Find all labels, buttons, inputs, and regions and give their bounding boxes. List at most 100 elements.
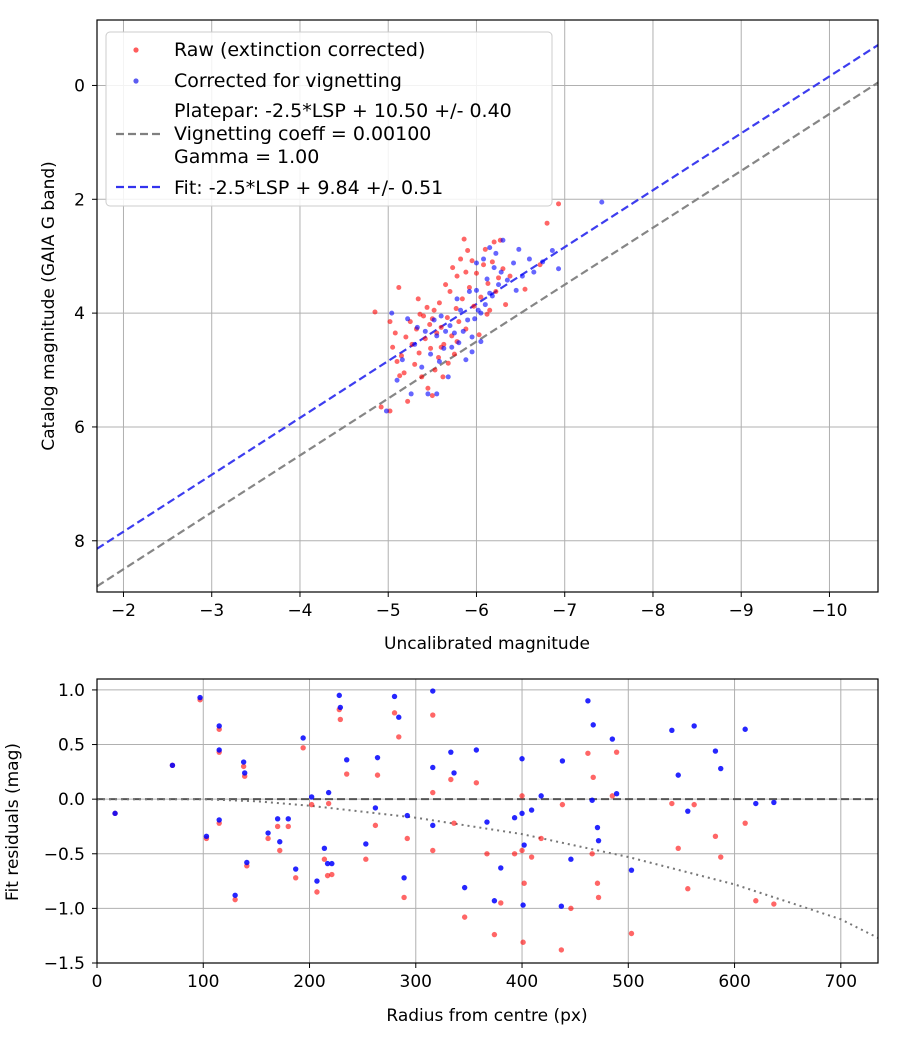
raw-point: [431, 307, 437, 313]
corrected-residual-point: [590, 722, 596, 728]
corrected-point: [428, 351, 434, 357]
corrected-residual-point: [430, 822, 436, 829]
raw-residual-point: [344, 771, 350, 777]
corrected-residual-point: [589, 797, 595, 803]
raw-point: [496, 275, 502, 281]
bottom-x-tick-label: 600: [718, 972, 750, 992]
corrected-residual-point: [528, 807, 535, 813]
raw-point: [403, 334, 409, 340]
corrected-point: [500, 237, 506, 243]
raw-point: [387, 319, 393, 325]
corrected-point: [414, 324, 420, 330]
raw-residual-point: [595, 894, 602, 901]
top-tick-labels: −2 −3 −4 −5 −6 −7 −8 −9 −10 0 2 4 6 8: [74, 76, 847, 621]
bottom-x-tick-label: 200: [293, 972, 325, 992]
corrected-residual-point: [203, 833, 210, 839]
corrected-point: [394, 377, 400, 383]
corrected-residual-point: [308, 794, 315, 800]
raw-point: [443, 282, 449, 288]
bottom-y-axis-label: Fit residuals (mag): [3, 743, 23, 901]
corrected-residual-point: [240, 759, 247, 765]
raw-residual-point: [329, 871, 335, 878]
raw-residual-point: [321, 856, 328, 862]
top-x-tick-label: −2: [111, 601, 136, 621]
raw-residual-point: [585, 750, 591, 756]
top-y-tick-label: 8: [74, 532, 85, 552]
raw-residual-point: [430, 789, 436, 796]
raw-residual-point: [285, 823, 291, 830]
corrected-residual-point: [519, 756, 525, 762]
raw-residual-point: [337, 716, 344, 723]
corrected-point: [516, 246, 522, 252]
raw-residual-point: [559, 801, 566, 808]
raw-residual-point: [374, 772, 381, 778]
raw-point: [503, 302, 509, 308]
legend-label-fit: Fit: -2.5*LSP + 9.84 +/- 0.51: [174, 177, 443, 199]
corrected-residual-point: [391, 693, 398, 700]
top-y-tick-label: 6: [74, 418, 85, 438]
corrected-point: [493, 250, 499, 256]
raw-residual-point: [473, 780, 480, 786]
bottom-x-tick-label: 100: [187, 972, 219, 992]
raw-point: [522, 286, 528, 292]
raw-point: [425, 385, 431, 391]
corrected-residual-point: [585, 698, 591, 704]
raw-point: [429, 393, 435, 399]
corrected-point: [405, 316, 411, 322]
raw-point: [444, 315, 450, 321]
corrected-point: [513, 287, 519, 293]
corrected-residual-point: [293, 866, 299, 872]
raw-point: [466, 285, 472, 291]
corrected-point: [469, 334, 475, 340]
corrected-point: [473, 260, 479, 266]
corrected-residual-point: [430, 764, 436, 771]
corrected-point: [526, 256, 532, 262]
corrected-residual-point: [244, 859, 250, 866]
corrected-point: [456, 340, 462, 346]
raw-point: [487, 307, 493, 313]
corrected-residual-point: [329, 860, 335, 867]
corrected-residual-point: [559, 758, 566, 764]
corrected-point: [484, 276, 490, 282]
bottom-scatter-points: [112, 688, 777, 953]
bottom-y-tick-label: 0.0: [58, 790, 85, 810]
raw-residual-point: [430, 712, 436, 718]
top-y-tick-label: 4: [74, 304, 85, 324]
top-y-axis-label: Catalog magnitude (GAIA G band): [39, 161, 59, 451]
raw-residual-point: [300, 745, 306, 751]
corrected-point: [599, 199, 605, 205]
vignetting-model-curve: [97, 798, 879, 939]
raw-point: [417, 311, 423, 317]
raw-point: [372, 309, 378, 315]
bottom-y-tick-label: 1.0: [58, 681, 85, 701]
raw-point: [419, 374, 425, 380]
corrected-point: [469, 349, 475, 355]
corrected-residual-point: [461, 884, 468, 891]
raw-point: [456, 319, 462, 325]
corrected-point: [487, 245, 493, 251]
raw-residual-point: [628, 930, 635, 937]
raw-point: [465, 248, 471, 254]
raw-point: [454, 273, 460, 279]
corrected-residual-point: [448, 749, 454, 755]
corrected-point: [465, 317, 471, 323]
corrected-point: [447, 323, 453, 329]
raw-residual-point: [568, 905, 574, 912]
top-scatter-points: [372, 199, 605, 414]
bottom-x-tick-label: 400: [506, 972, 538, 992]
raw-residual-point: [308, 801, 315, 808]
raw-point: [424, 304, 430, 310]
raw-residual-point: [528, 854, 535, 860]
residuals-chart: 0 100 200 300 400 500 600 700 1.0 0.5 0.0 −0.5 −1.0 −…: [3, 678, 879, 1026]
raw-residual-point: [451, 820, 457, 826]
corrected-residual-point: [771, 799, 777, 806]
corrected-point: [519, 273, 525, 279]
raw-point: [416, 350, 422, 356]
corrected-point: [460, 328, 466, 334]
raw-point: [458, 256, 464, 262]
raw-residual-point: [753, 898, 759, 904]
corrected-point: [511, 260, 517, 266]
corrected-residual-point: [558, 903, 565, 909]
bottom-x-tick-label: 0: [92, 972, 103, 992]
corrected-residual-point: [344, 757, 350, 763]
